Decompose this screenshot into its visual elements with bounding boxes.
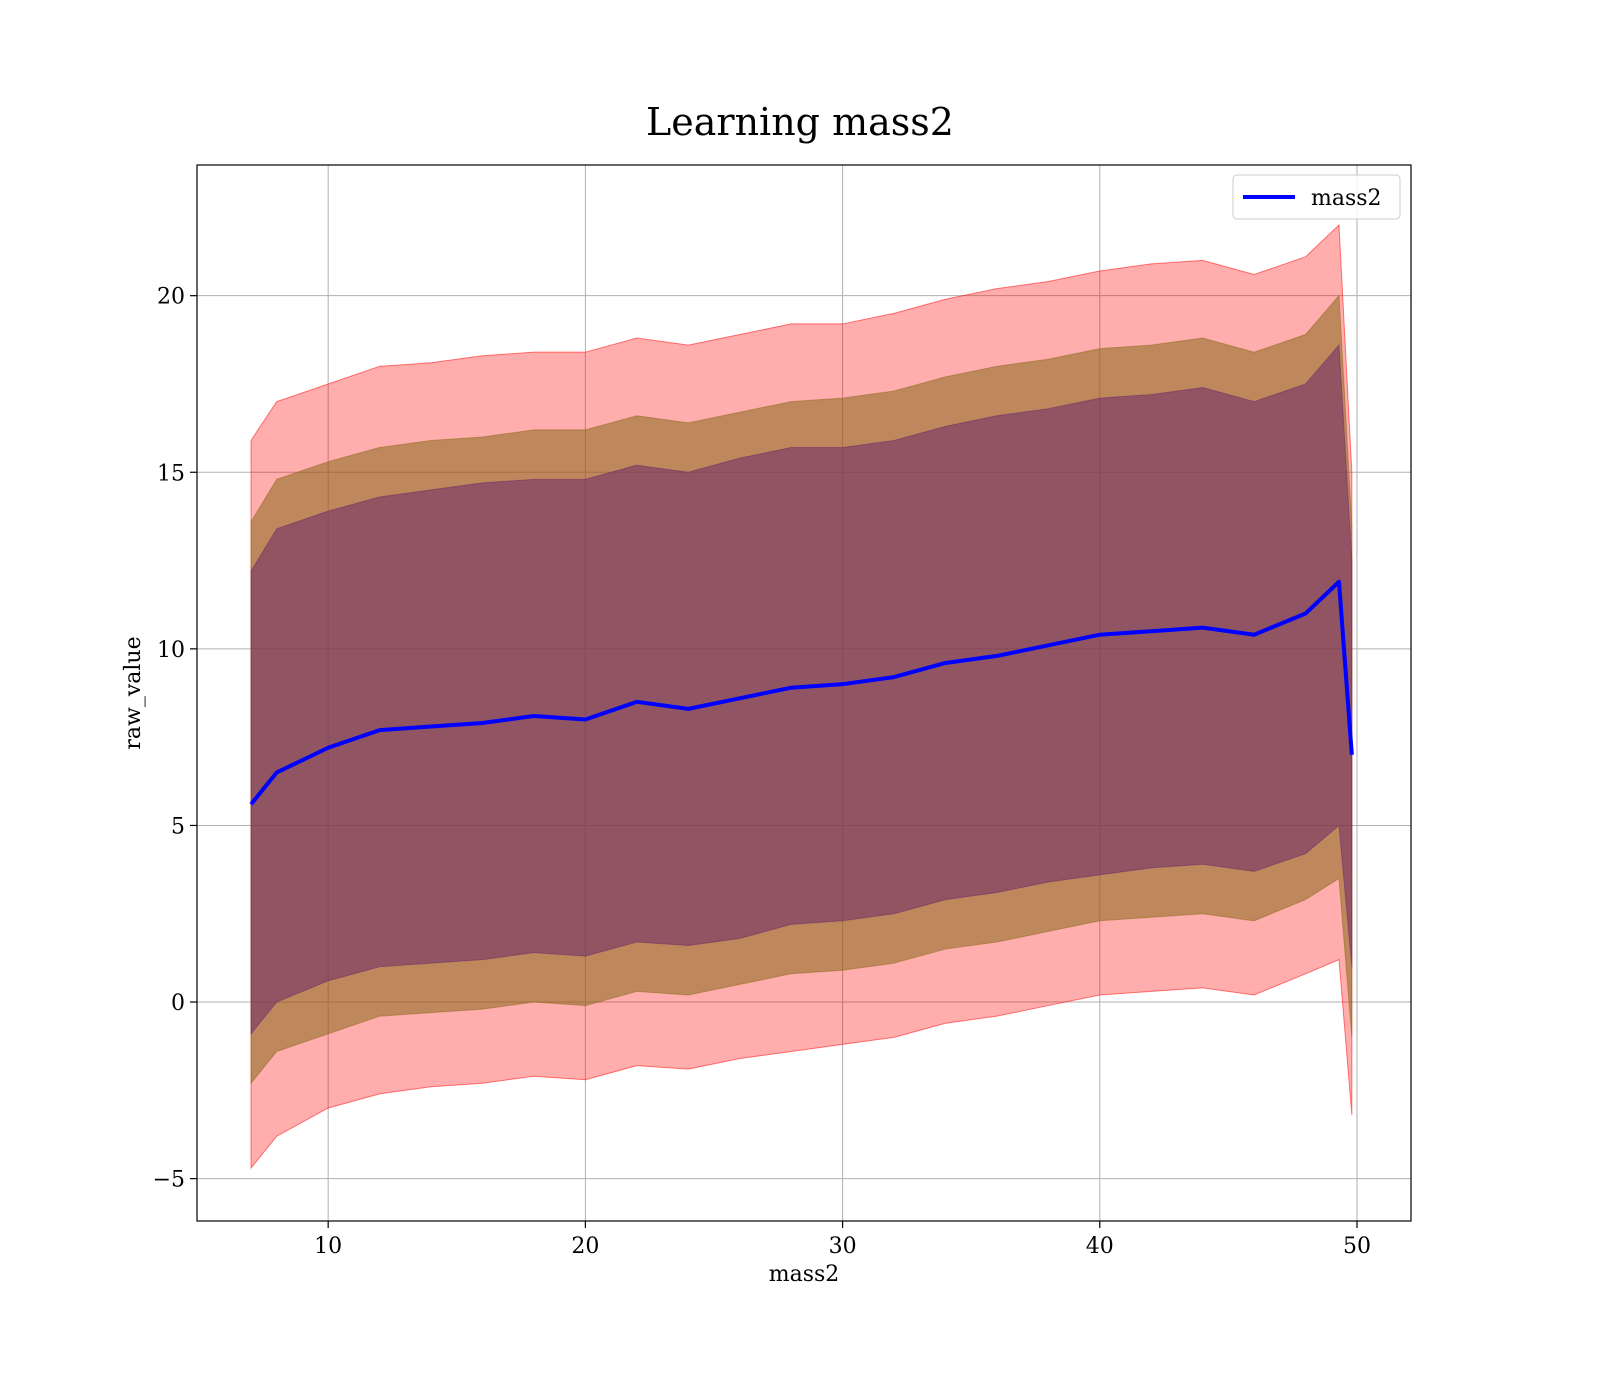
y-tick-label: 10: [157, 638, 185, 663]
y-axis-ticks: −5 0 5 10 15 20: [153, 285, 197, 1193]
x-axis-ticks: 10 20 30 40 50: [314, 1221, 1371, 1259]
legend-entry-mass2: mass2: [1311, 186, 1382, 211]
mean-line-group: [249, 579, 1354, 806]
y-tick-label: 20: [157, 285, 185, 310]
y-tick-label: −5: [153, 1168, 185, 1193]
y-axis-label: raw_value: [121, 636, 146, 749]
x-tick-label: 20: [571, 1234, 599, 1259]
x-axis-label: mass2: [769, 1262, 840, 1287]
plot-area-frame: [196, 164, 1412, 1222]
y-tick-label: 15: [157, 461, 185, 486]
mean-line-mass2: [249, 579, 1354, 806]
chart-title: Learning mass2: [646, 100, 954, 144]
x-tick-label: 10: [314, 1234, 342, 1259]
x-tick-label: 50: [1343, 1234, 1371, 1259]
confidence-bands: [250, 223, 1353, 1170]
x-tick-label: 40: [1086, 1234, 1114, 1259]
y-tick-label: 5: [171, 814, 185, 839]
legend: mass2: [1232, 174, 1401, 220]
x-tick-label: 30: [829, 1234, 857, 1259]
legend-box: [1232, 174, 1401, 220]
band-inner: [250, 343, 1353, 1036]
y-tick-label: 0: [171, 991, 185, 1016]
